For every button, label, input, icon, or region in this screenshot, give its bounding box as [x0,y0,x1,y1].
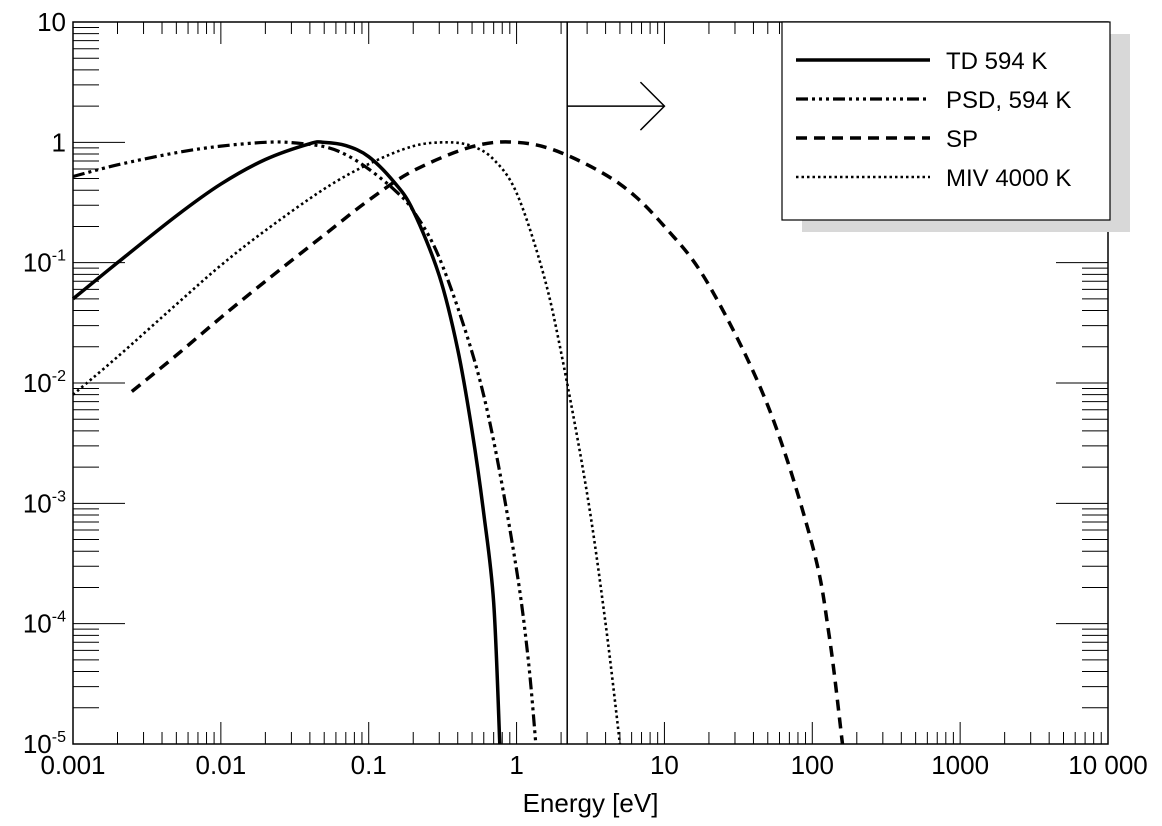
y-tick-exponent: -3 [52,488,66,505]
y-tick-base: 10 [23,609,52,639]
y-tick-label: 10-3 [23,488,66,518]
y-tick-base: 10 [23,248,52,278]
y-tick-base: 10 [23,488,52,518]
x-tick-label: 0.01 [196,750,247,780]
series-line-3 [130,140,845,745]
x-tick-label: 1000 [931,750,989,780]
y-tick-base: 10 [23,368,52,398]
series-line-2 [72,140,538,745]
y-tick-exponent: -4 [52,609,66,626]
y-tick-label: 10 [37,7,66,37]
x-tick-label: 10 000 [1068,750,1148,780]
x-tick-label: 10 [650,750,679,780]
x-tick-label: 0.001 [40,750,105,780]
tick-labels: 0.001 0.01 0.1 1 10 100 1000 10 00010-510-410-3… [23,7,1148,780]
y-tick-label: 10-5 [23,729,66,759]
y-tick-base: 10 [23,729,52,759]
plot-frame [72,21,1109,745]
annotations [566,22,666,744]
x-tick-label: 0.1 [351,750,387,780]
y-tick-label: 1 [52,127,66,157]
series-line-1 [71,140,502,745]
legend: TD 594 K PSD, 594 K SP MIV 4000 K [781,21,1130,232]
y-tick-exponent: -5 [52,729,66,746]
series-line-4 [72,141,622,745]
legend-box [781,21,1111,221]
y-tick-label: 10-1 [23,248,66,278]
legend-label: SP [946,126,978,153]
y-tick-label: 10-4 [23,609,66,639]
series-lines [71,140,845,745]
legend-label: PSD, 594 K [946,87,1071,114]
arrow-head [639,81,666,131]
y-tick-base: 1 [52,127,66,157]
x-tick-label: 100 [791,750,834,780]
y-tick-base: 10 [37,7,66,37]
legend-label: TD 594 K [946,48,1047,75]
x-tick-label: 1 [509,750,523,780]
x-axis-label: Energy [eV] [523,788,659,818]
legend-label: MIV 4000 K [946,165,1071,192]
y-tick-label: 10-2 [23,368,66,398]
y-tick-exponent: -2 [52,368,66,385]
y-tick-exponent: -1 [52,248,66,265]
